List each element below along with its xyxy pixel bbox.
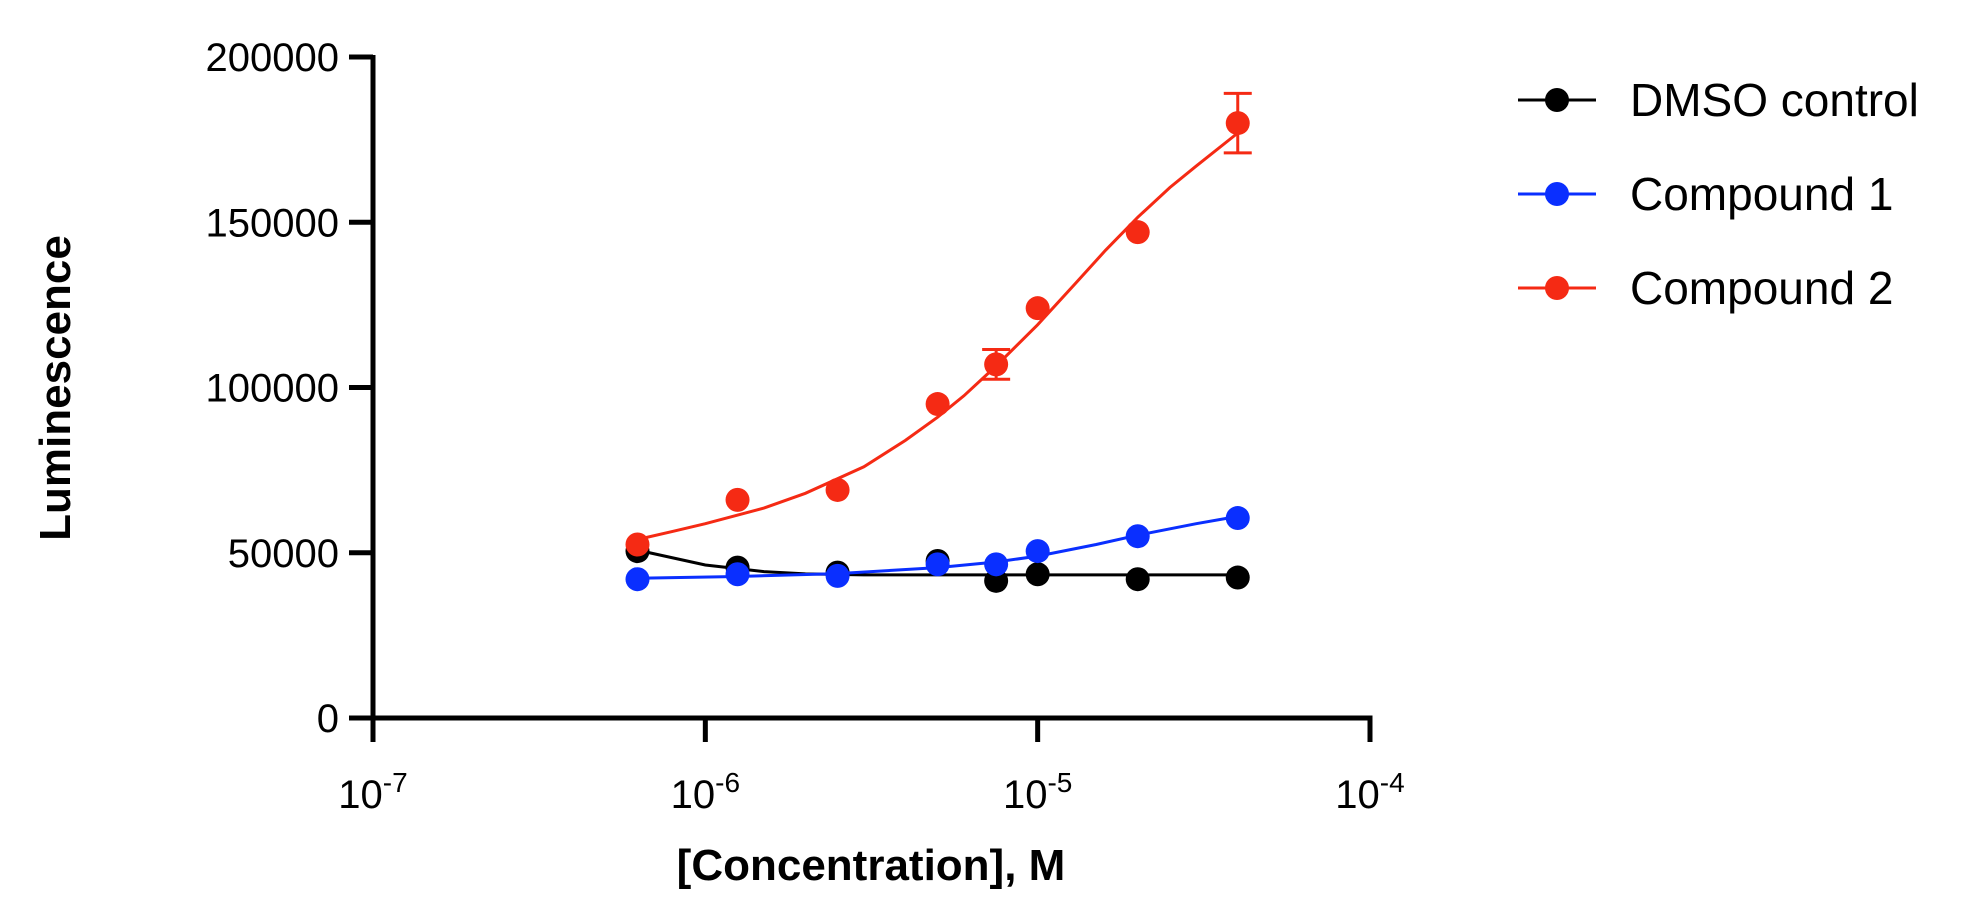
legend: DMSO control Compound 1 Compound 2 [1518, 74, 1919, 314]
data-point [984, 568, 1009, 593]
fit-curve [637, 514, 1239, 580]
data-point [925, 552, 950, 577]
data-point [984, 352, 1009, 377]
data-point [725, 562, 750, 587]
legend-item: Compound 2 [1518, 262, 1893, 314]
legend-item: Compound 1 [1518, 168, 1893, 220]
y-tick-label: 0 [317, 697, 339, 741]
legend-marker [1545, 276, 1569, 300]
y-tick-label: 150000 [206, 201, 339, 245]
data-point [1025, 562, 1050, 587]
data-point [1225, 565, 1250, 590]
legend-label: Compound 1 [1630, 168, 1893, 220]
data-point [825, 477, 850, 502]
fit-curve [637, 548, 1238, 577]
x-tick-label: 10-5 [1003, 767, 1072, 817]
legend-label: DMSO control [1630, 74, 1919, 126]
x-tick-label: 10-4 [1335, 767, 1404, 817]
y-tick-label: 50000 [228, 532, 339, 576]
x-tick-label: 10-6 [671, 767, 740, 817]
data-point [725, 487, 750, 512]
legend-marker [1545, 88, 1569, 112]
data-point [925, 392, 950, 417]
data-point [1225, 506, 1250, 531]
data-point [625, 567, 650, 592]
data-point [984, 552, 1009, 577]
y-axis-title: Luminescence [31, 235, 80, 541]
series-compound-2 [625, 91, 1252, 557]
plot-area [625, 91, 1252, 593]
data-point [1025, 296, 1050, 321]
data-point [1025, 539, 1050, 564]
data-point [1225, 111, 1250, 136]
data-point [625, 532, 650, 557]
legend-label: Compound 2 [1630, 262, 1893, 314]
y-tick-label: 200000 [206, 36, 339, 80]
fit-curve [637, 131, 1239, 541]
series-compound-1 [625, 506, 1250, 592]
legend-item: DMSO control [1518, 74, 1919, 126]
data-point [1125, 567, 1150, 592]
data-point [1125, 220, 1150, 245]
data-point [825, 563, 850, 588]
x-tick-label: 10-7 [338, 767, 407, 817]
x-axis-title: [Concentration], M [677, 841, 1066, 890]
axes: 0 50000 100000 150000 200000 10-7 10-6 10-5 10-4 [206, 36, 1405, 817]
data-point [1125, 524, 1150, 549]
y-tick-label: 100000 [206, 367, 339, 411]
legend-marker [1545, 182, 1569, 206]
